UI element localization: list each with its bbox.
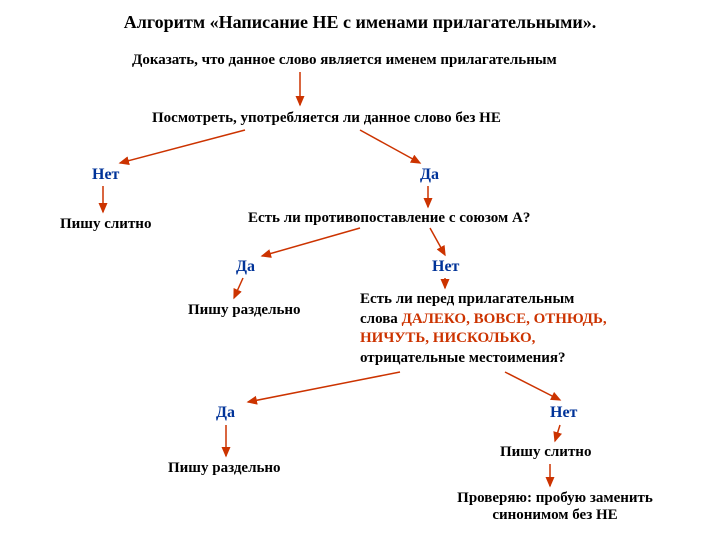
no1-label: Нет (92, 166, 119, 184)
result4-text: Пишу слитно (500, 444, 591, 461)
result1-text: Пишу слитно (60, 216, 151, 233)
yes2-label: Да (236, 258, 255, 276)
page-title: Алгоритм «Написание НЕ с именами прилага… (70, 12, 650, 33)
result5-text: Проверяю: пробую заменить синонимом без … (440, 490, 670, 524)
q3-text: Есть ли перед прилагательным слова ДАЛЕК… (360, 290, 680, 368)
q3-red2: НИЧУТЬ, НИСКОЛЬКО, (360, 330, 535, 346)
q3-line1: Есть ли перед прилагательным (360, 291, 574, 307)
result5-line1: Проверяю: пробую заменить (457, 490, 653, 506)
q3-line2a: слова (360, 311, 402, 327)
result2-text: Пишу раздельно (188, 302, 301, 319)
arrows-svg (0, 0, 720, 540)
yes3-label: Да (216, 404, 235, 422)
no3-label: Нет (550, 404, 577, 422)
result3-text: Пишу раздельно (168, 460, 281, 477)
step2-text: Посмотреть, употребляется ли данное слов… (152, 110, 501, 127)
q2-text: Есть ли противопоставление с союзом А? (248, 210, 530, 227)
q3-line3: отрицательные местоимения? (360, 350, 566, 366)
step1-text: Доказать, что данное слово является имен… (132, 52, 557, 69)
q3-red1: ДАЛЕКО, ВОВСЕ, ОТНЮДЬ, (402, 311, 607, 327)
result5-line2: синонимом без НЕ (492, 507, 617, 523)
yes1-label: Да (420, 166, 439, 184)
no2-label: Нет (432, 258, 459, 276)
